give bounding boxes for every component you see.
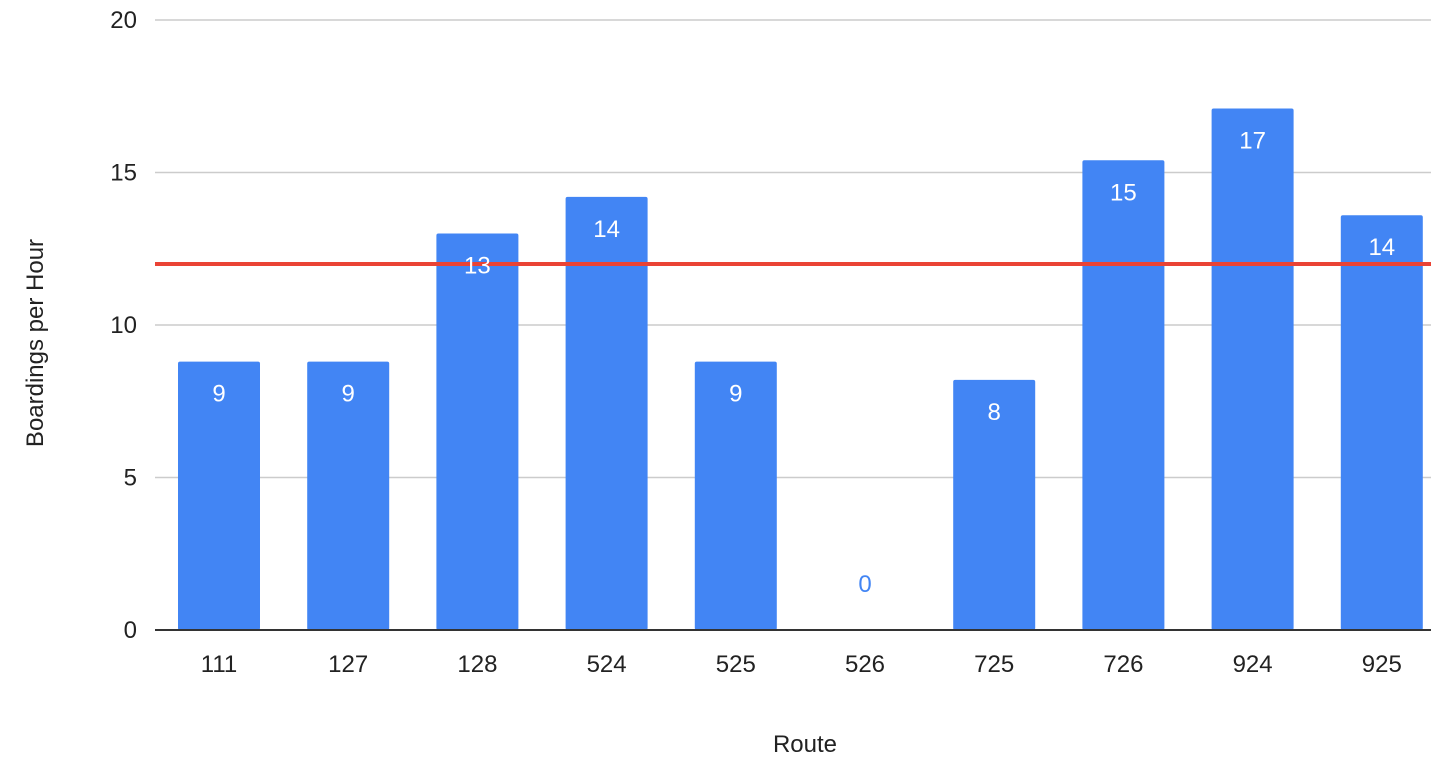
y-tick-label: 5: [124, 465, 137, 492]
x-tick-label: 925: [1362, 651, 1402, 678]
data-label-127: 9: [342, 381, 355, 408]
data-label-524: 14: [593, 216, 620, 243]
bar-924: [1211, 108, 1294, 630]
x-tick-label: 725: [974, 651, 1014, 678]
x-axis-title: Route: [773, 731, 837, 758]
data-label-526: 0: [858, 571, 871, 598]
y-axis-title: Boardings per Hour: [22, 239, 49, 447]
x-tick-label: 924: [1233, 651, 1273, 678]
x-tick-label: 726: [1103, 651, 1143, 678]
y-tick-label: 10: [110, 312, 137, 339]
bar-725: [953, 379, 1036, 630]
bar-111: [178, 361, 260, 630]
data-label-111: 9: [212, 381, 225, 408]
bar-925: [1340, 215, 1423, 630]
y-tick-labels: 0 5 10 15 20: [110, 7, 137, 644]
x-tick-labels: 111 127 128 524 525 526 725 726 924 925: [201, 651, 1402, 678]
y-tick-label: 20: [110, 7, 137, 34]
x-tick-label: 525: [716, 651, 756, 678]
bar-128: [436, 233, 519, 630]
x-tick-label: 128: [457, 651, 497, 678]
data-label-128: 13: [464, 253, 491, 280]
y-tick-label: 0: [124, 617, 137, 644]
y-tick-label: 15: [110, 160, 137, 187]
x-tick-label: 127: [328, 651, 368, 678]
data-label-925: 14: [1368, 234, 1395, 261]
x-tick-label: 526: [845, 651, 885, 678]
x-tick-label: 524: [587, 651, 627, 678]
data-label-525: 9: [729, 381, 742, 408]
data-label-726: 15: [1110, 179, 1137, 206]
bar-525: [694, 361, 777, 630]
bar-127: [307, 361, 390, 630]
bar-524: [565, 196, 648, 630]
bar-726: [1082, 160, 1165, 631]
data-labels: 9 9 13 14 9 0 8 15 17 14: [212, 127, 1395, 598]
data-label-924: 17: [1239, 127, 1266, 154]
data-label-725: 8: [988, 399, 1001, 426]
x-tick-label: 111: [201, 651, 237, 678]
bars: [178, 108, 1423, 631]
